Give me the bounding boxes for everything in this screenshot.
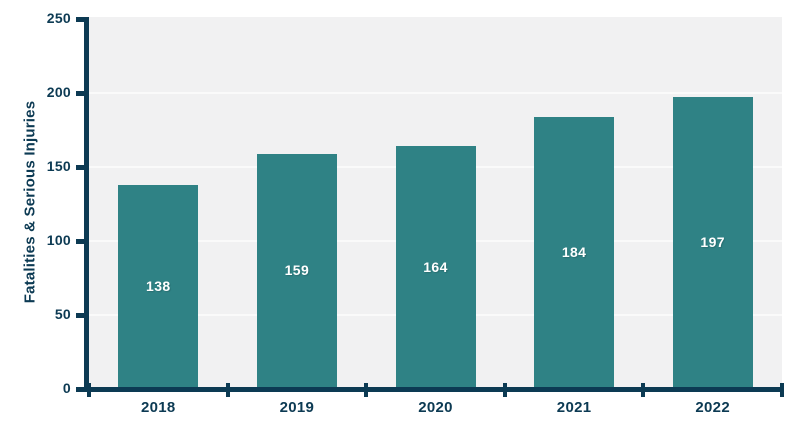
x-category-label-2020: 2020 — [418, 399, 453, 416]
bar-value-label-2019: 159 — [284, 262, 310, 279]
gridline-200 — [89, 92, 782, 94]
bar-2020: 164 — [395, 146, 476, 387]
plot-area: 138 159 164 184 197 — [89, 17, 782, 387]
bar-2018: 138 — [118, 184, 199, 387]
x-tick-0 — [87, 383, 91, 397]
x-category-label-2018: 2018 — [141, 399, 176, 416]
x-tick-5 — [780, 383, 784, 397]
y-tick-label-0: 0 — [62, 380, 71, 396]
x-category-label-2019: 2019 — [279, 399, 315, 416]
bar-value-label-2021: 184 — [561, 243, 587, 260]
x-tick-1 — [225, 383, 230, 397]
x-category-label-2021: 2021 — [556, 399, 592, 416]
y-tick-50 — [76, 312, 85, 318]
x-tick-3 — [502, 383, 507, 397]
y-tick-200 — [76, 90, 85, 96]
y-tick-label-100: 100 — [46, 232, 71, 248]
x-tick-2 — [364, 383, 369, 397]
x-tick-4 — [641, 383, 646, 397]
y-axis-line — [84, 17, 89, 392]
bar-2019: 159 — [256, 153, 337, 387]
y-tick-150 — [76, 164, 85, 170]
bar-value-label-2018: 138 — [146, 277, 171, 294]
y-tick-label-200: 200 — [46, 84, 71, 100]
y-tick-100 — [76, 238, 85, 244]
y-tick-250 — [76, 16, 85, 22]
bar-2022: 197 — [672, 97, 753, 387]
y-tick-label-50: 50 — [54, 306, 71, 322]
y-tick-label-250: 250 — [46, 10, 71, 26]
bar-value-label-2022: 197 — [700, 234, 725, 251]
x-axis-line — [84, 387, 782, 392]
bar-value-label-2020: 164 — [423, 258, 448, 275]
x-category-label-2022: 2022 — [695, 399, 730, 416]
y-tick-0 — [76, 386, 85, 392]
y-axis-title: Fatalities & Serious Injuries — [21, 100, 39, 304]
bar-2021: 184 — [534, 116, 615, 387]
y-tick-label-150: 150 — [46, 158, 71, 174]
